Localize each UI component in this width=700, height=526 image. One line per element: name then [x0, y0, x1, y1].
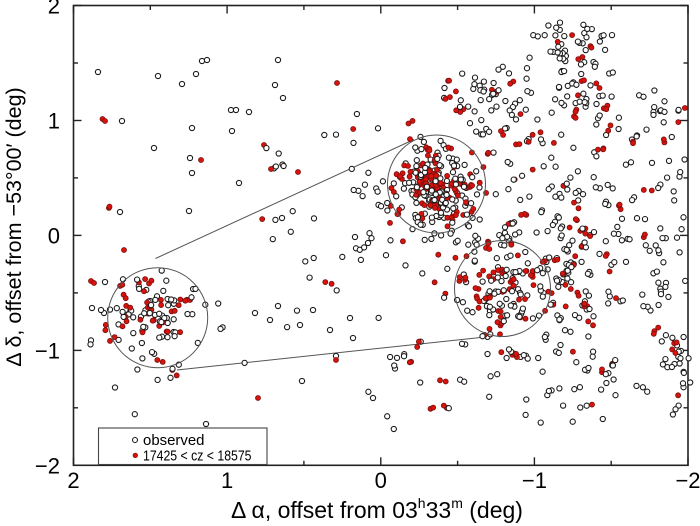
svg-text:2: 2: [67, 468, 79, 493]
svg-text:1: 1: [48, 108, 60, 133]
svg-text:observed: observed: [143, 433, 205, 449]
svg-text:−1: −1: [522, 468, 547, 493]
svg-text:0: 0: [48, 223, 60, 248]
svg-text:Δ δ, offset from −53°00′ (deg): Δ δ, offset from −53°00′ (deg): [2, 87, 26, 366]
svg-text:−1: −1: [35, 338, 60, 363]
svg-text:0: 0: [375, 468, 387, 493]
svg-text:17425 < cz < 18575: 17425 < cz < 18575: [143, 449, 252, 465]
svg-text:−2: −2: [35, 453, 60, 478]
svg-text:−2: −2: [675, 468, 700, 493]
svg-text:2: 2: [48, 0, 60, 19]
svg-text:Δ α, offset from 03h33m (deg): Δ α, offset from 03h33m (deg): [231, 495, 523, 523]
svg-text:1: 1: [221, 468, 233, 493]
